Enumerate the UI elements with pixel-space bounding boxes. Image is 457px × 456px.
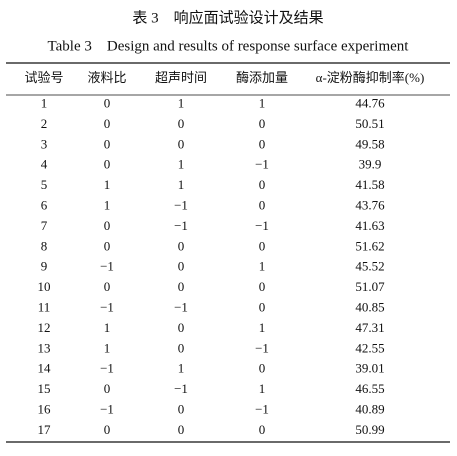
- table-cell: −1: [100, 361, 114, 376]
- table-cell: 0: [259, 279, 266, 294]
- table-cell: 1: [178, 177, 185, 192]
- table-cell: 12: [38, 320, 51, 335]
- table-cell: 0: [178, 238, 185, 253]
- table-cell: 16: [38, 401, 52, 416]
- table-cell: 0: [104, 381, 111, 396]
- table-cell: 0: [259, 197, 266, 212]
- table-cell: 0: [104, 157, 111, 172]
- table-cell: 11: [38, 299, 51, 314]
- table-cell: −1: [255, 340, 269, 355]
- table-cell: −1: [174, 197, 188, 212]
- table-cell: 9: [41, 259, 48, 274]
- table-cell: 0: [178, 320, 185, 335]
- table-cell: 44.76: [355, 95, 385, 110]
- table-cell: 1: [104, 320, 111, 335]
- table-cell: 47.31: [355, 320, 384, 335]
- table-cell: 1: [41, 95, 48, 110]
- table-cell: 0: [259, 136, 266, 151]
- table-cell: 0: [104, 116, 111, 131]
- table-cell: 50.99: [355, 422, 384, 437]
- table-cell: 14: [38, 361, 52, 376]
- title-cn: 表 3 响应面试验设计及结果: [132, 8, 323, 26]
- table-cell: 13: [38, 340, 51, 355]
- table-cell: −1: [174, 299, 188, 314]
- table-cell: 41.58: [355, 177, 384, 192]
- table-cell: 51.62: [355, 238, 384, 253]
- table-cell: 2: [41, 116, 48, 131]
- table-cell: 0: [178, 422, 185, 437]
- table-cell: 15: [38, 381, 51, 396]
- table-cell: 1: [259, 320, 266, 335]
- column-header: α-淀粉酶抑制率(%): [316, 70, 425, 85]
- title-en: Table 3 Design and results of response s…: [48, 38, 410, 54]
- column-header: 酶添加量: [236, 70, 288, 85]
- table-cell: −1: [255, 218, 269, 233]
- table-cell: 0: [104, 422, 111, 437]
- table-cell: −1: [100, 299, 114, 314]
- table-cell: 41.63: [355, 218, 384, 233]
- column-header: 试验号: [24, 70, 63, 85]
- table-cell: −1: [255, 401, 269, 416]
- table-cell: 1: [259, 381, 266, 396]
- table-cell: 0: [104, 238, 111, 253]
- table-cell: 46.55: [355, 381, 384, 396]
- table-cell: 1: [178, 157, 185, 172]
- table-cell: 1: [104, 340, 111, 355]
- table-cell: 0: [178, 259, 185, 274]
- table-cell: 0: [104, 218, 111, 233]
- table-cell: 0: [104, 95, 111, 110]
- table-cell: 1: [104, 177, 111, 192]
- table-cell: 42.55: [355, 340, 384, 355]
- table-cell: 17: [38, 422, 52, 437]
- table-cell: 1: [178, 361, 185, 376]
- table-cell: 50.51: [355, 116, 384, 131]
- table-cell: −1: [174, 218, 188, 233]
- table-cell: 0: [104, 279, 111, 294]
- column-header: 超声时间: [155, 70, 207, 85]
- table-cell: 40.85: [355, 299, 384, 314]
- table-cell: 0: [178, 279, 185, 294]
- table-cell: 5: [41, 177, 48, 192]
- table-cell: 1: [178, 95, 185, 110]
- table-cell: 8: [41, 238, 48, 253]
- table-cell: 1: [259, 259, 266, 274]
- table-cell: 45.52: [355, 259, 384, 274]
- table-cell: 0: [104, 136, 111, 151]
- table-cell: 3: [41, 136, 48, 151]
- table-cell: −1: [255, 157, 269, 172]
- table-cell: 0: [259, 361, 266, 376]
- table-cell: 40.89: [355, 401, 384, 416]
- table-cell: 1: [104, 197, 111, 212]
- table-cell: 0: [259, 299, 266, 314]
- table-cell: −1: [100, 401, 114, 416]
- table-cell: −1: [174, 381, 188, 396]
- table-cell: 1: [259, 95, 266, 110]
- table-cell: 51.07: [355, 279, 385, 294]
- table-cell: 39.9: [359, 157, 382, 172]
- table-cell: 39.01: [355, 361, 384, 376]
- table-cell: 4: [41, 157, 48, 172]
- table-cell: 0: [259, 238, 266, 253]
- table-cell: 0: [259, 422, 266, 437]
- table-cell: 7: [41, 218, 48, 233]
- table-cell: 0: [259, 177, 266, 192]
- table-cell: 49.58: [355, 136, 384, 151]
- table-cell: 6: [41, 197, 48, 212]
- table-cell: −1: [100, 259, 114, 274]
- table-cell: 0: [259, 116, 266, 131]
- table-cell: 0: [178, 116, 185, 131]
- table-cell: 10: [38, 279, 51, 294]
- table-cell: 0: [178, 401, 185, 416]
- table-cell: 0: [178, 136, 185, 151]
- table-cell: 0: [178, 340, 185, 355]
- column-header: 液料比: [87, 70, 126, 85]
- table-cell: 43.76: [355, 197, 385, 212]
